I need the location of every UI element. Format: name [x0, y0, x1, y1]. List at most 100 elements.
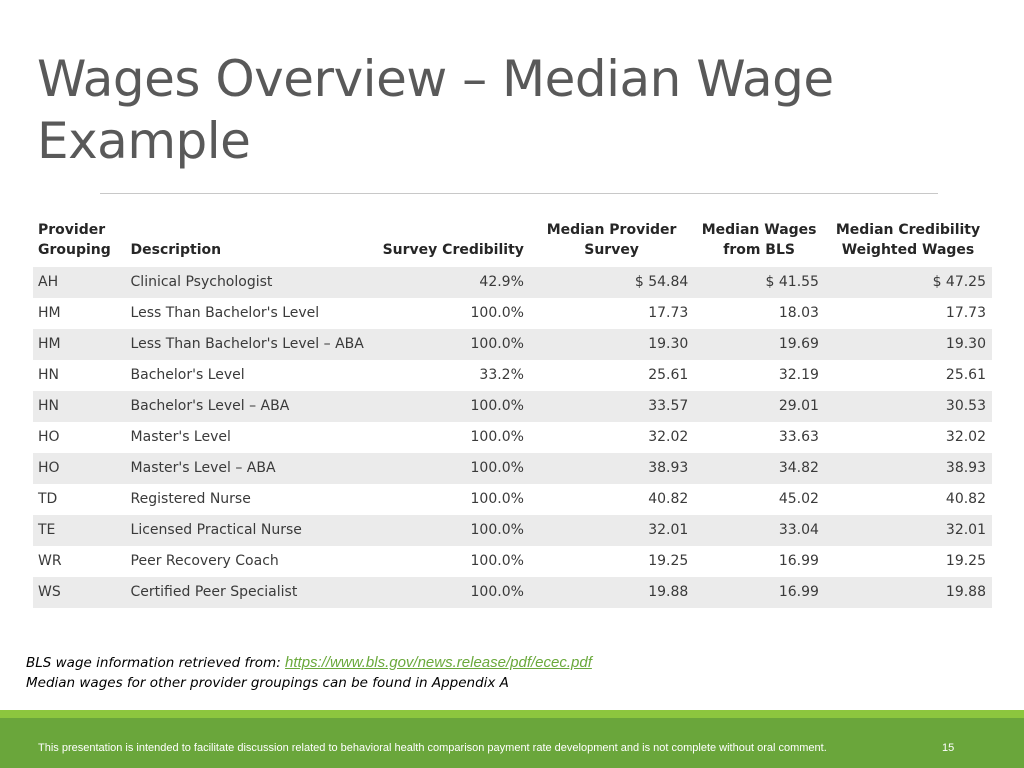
provider-grouping-cell: WS	[33, 577, 126, 608]
median-bls-cell: 16.99	[778, 553, 819, 569]
median-weighted-cell: 32.02	[945, 429, 986, 445]
median-weighted-cell: 17.73	[945, 305, 986, 321]
median-weighted-cell: 19.25	[945, 553, 986, 569]
median-bls-cell: 33.04	[694, 515, 825, 546]
table-row: HO Master's Level 100.0% 32.02 33.63 32.02	[33, 422, 992, 453]
median-weighted-cell: 32.01	[824, 515, 992, 546]
table-row: WS Certified Peer Specialist 100.0% 19.88 16…	[33, 577, 992, 608]
survey-credibility-cell: 100.0%	[372, 391, 530, 422]
provider-grouping-cell: HM	[38, 305, 61, 321]
description-cell: Master's Level – ABA	[125, 453, 373, 484]
survey-credibility-cell: 100.0%	[372, 515, 530, 546]
header-median-bls-line1: Median Wages	[701, 222, 817, 238]
header-median-provider-line2: Survey	[584, 242, 639, 258]
footer-accent-band	[0, 710, 1024, 718]
provider-grouping-cell: HM	[33, 329, 126, 360]
median-weighted-cell: 40.82	[945, 491, 986, 507]
footer-disclaimer: This presentation is intended to facilit…	[38, 742, 827, 754]
median-bls-cell: 34.82	[694, 453, 825, 484]
median-bls-cell: $ 41.55	[694, 266, 825, 298]
table-row: AH Clinical Psychologist 42.9% $ 54.84 $ 41.…	[33, 266, 992, 298]
page-number: 15	[942, 742, 955, 754]
survey-credibility-cell: 42.9%	[372, 266, 530, 298]
description-cell: Clinical Psychologist	[125, 266, 373, 298]
description-cell: Master's Level	[130, 429, 231, 445]
provider-grouping-cell: HO	[33, 453, 126, 484]
provider-grouping-cell: AH	[33, 266, 126, 298]
median-weighted-cell: 25.61	[945, 367, 986, 383]
header-median-provider-line1: Median Provider	[546, 222, 677, 238]
median-weighted-cell: $ 47.25	[824, 266, 992, 298]
survey-credibility-cell: 100.0%	[470, 553, 524, 569]
table-row: HN Bachelor's Level 33.2% 25.61 32.19 25.61	[33, 360, 992, 391]
table-row: HM Less Than Bachelor's Level 100.0% 17.73 1…	[33, 298, 992, 329]
median-weighted-cell: 30.53	[824, 391, 992, 422]
header-survey-credibility: Survey Credibility	[372, 216, 530, 267]
median-provider-survey-cell: 19.88	[529, 577, 695, 608]
median-bls-cell: 33.63	[778, 429, 819, 445]
header-median-weighted-line2: Weighted Wages	[841, 242, 975, 258]
provider-grouping-cell: HN	[33, 391, 126, 422]
median-bls-cell: 18.03	[778, 305, 819, 321]
survey-credibility-cell: 100.0%	[470, 305, 524, 321]
provider-grouping-cell: TE	[33, 515, 126, 546]
header-provider-grouping-line2: Grouping	[38, 242, 111, 258]
table-body: AH Clinical Psychologist 42.9% $ 54.84 $ 41.…	[33, 266, 992, 608]
survey-credibility-cell: 100.0%	[372, 329, 530, 360]
table-row: HN Bachelor's Level – ABA 100.0% 33.57 29.01…	[33, 391, 992, 422]
median-weighted-cell: 19.30	[824, 329, 992, 360]
provider-grouping-cell: HO	[38, 429, 60, 445]
median-weighted-cell: 38.93	[824, 453, 992, 484]
table-header-row: Provider Grouping Description Survey Cred…	[33, 216, 992, 267]
provider-grouping-cell: WR	[38, 553, 62, 569]
median-provider-survey-cell: 25.61	[648, 367, 689, 383]
description-cell: Bachelor's Level – ABA	[125, 391, 373, 422]
description-cell: Registered Nurse	[130, 491, 251, 507]
appendix-note: Median wages for other provider grouping…	[26, 675, 509, 691]
median-bls-cell: 29.01	[694, 391, 825, 422]
table-row: HM Less Than Bachelor's Level – ABA 100.0%…	[33, 329, 992, 360]
median-bls-cell: 45.02	[778, 491, 819, 507]
median-provider-survey-cell: 19.25	[648, 553, 689, 569]
median-provider-survey-cell: $ 54.84	[529, 266, 695, 298]
description-cell: Peer Recovery Coach	[130, 553, 279, 569]
header-median-weighted-line1: Median Credibility	[835, 222, 981, 238]
table-row: TE Licensed Practical Nurse 100.0% 32.01 33.…	[33, 515, 992, 546]
slide-title: Wages Overview – Median Wage Example	[37, 50, 834, 170]
bls-source-line: BLS wage information retrieved from: htt…	[26, 653, 926, 673]
table-row: HO Master's Level – ABA 100.0% 38.93 34.82 38…	[33, 453, 992, 484]
slide-footer: This presentation is intended to facilit…	[0, 718, 1024, 768]
table-row: TD Registered Nurse 100.0% 40.82 45.02 40.82	[33, 484, 992, 515]
header-median-provider-survey: Median Provider Survey	[529, 216, 695, 267]
header-median-credibility-weighted: Median Credibility Weighted Wages	[824, 216, 992, 267]
bls-source-link[interactable]: https://www.bls.gov/news.release/pdf/ece…	[285, 654, 592, 671]
bls-source-prefix: BLS wage information retrieved from:	[26, 655, 286, 671]
provider-grouping-cell: TD	[38, 491, 58, 507]
median-provider-survey-cell: 40.82	[648, 491, 689, 507]
median-provider-survey-cell: 32.02	[648, 429, 689, 445]
survey-credibility-cell: 100.0%	[372, 577, 530, 608]
median-wage-table: Provider Grouping Description Survey Cred…	[33, 216, 992, 608]
survey-credibility-cell: 100.0%	[470, 429, 524, 445]
survey-credibility-cell: 100.0%	[470, 491, 524, 507]
survey-credibility-cell: 100.0%	[372, 453, 530, 484]
median-provider-survey-cell: 33.57	[529, 391, 695, 422]
median-bls-cell: 19.69	[694, 329, 825, 360]
median-weighted-cell: 19.88	[824, 577, 992, 608]
description-cell: Less Than Bachelor's Level	[130, 305, 320, 321]
median-provider-survey-cell: 17.73	[648, 305, 689, 321]
header-provider-grouping: Provider Grouping	[33, 216, 126, 267]
description-cell: Bachelor's Level	[130, 367, 245, 383]
median-provider-survey-cell: 19.30	[529, 329, 695, 360]
median-bls-cell: 16.99	[694, 577, 825, 608]
median-provider-survey-cell: 38.93	[529, 453, 695, 484]
header-median-wages-bls: Median Wages from BLS	[694, 216, 825, 267]
table-row: WR Peer Recovery Coach 100.0% 19.25 16.99 19.…	[33, 546, 992, 577]
survey-credibility-cell: 33.2%	[479, 367, 524, 383]
header-description: Description	[125, 216, 373, 267]
provider-grouping-cell: HN	[38, 367, 59, 383]
description-cell: Licensed Practical Nurse	[125, 515, 373, 546]
header-median-bls-line2: from BLS	[723, 242, 795, 258]
median-provider-survey-cell: 32.01	[529, 515, 695, 546]
median-bls-cell: 32.19	[778, 367, 819, 383]
